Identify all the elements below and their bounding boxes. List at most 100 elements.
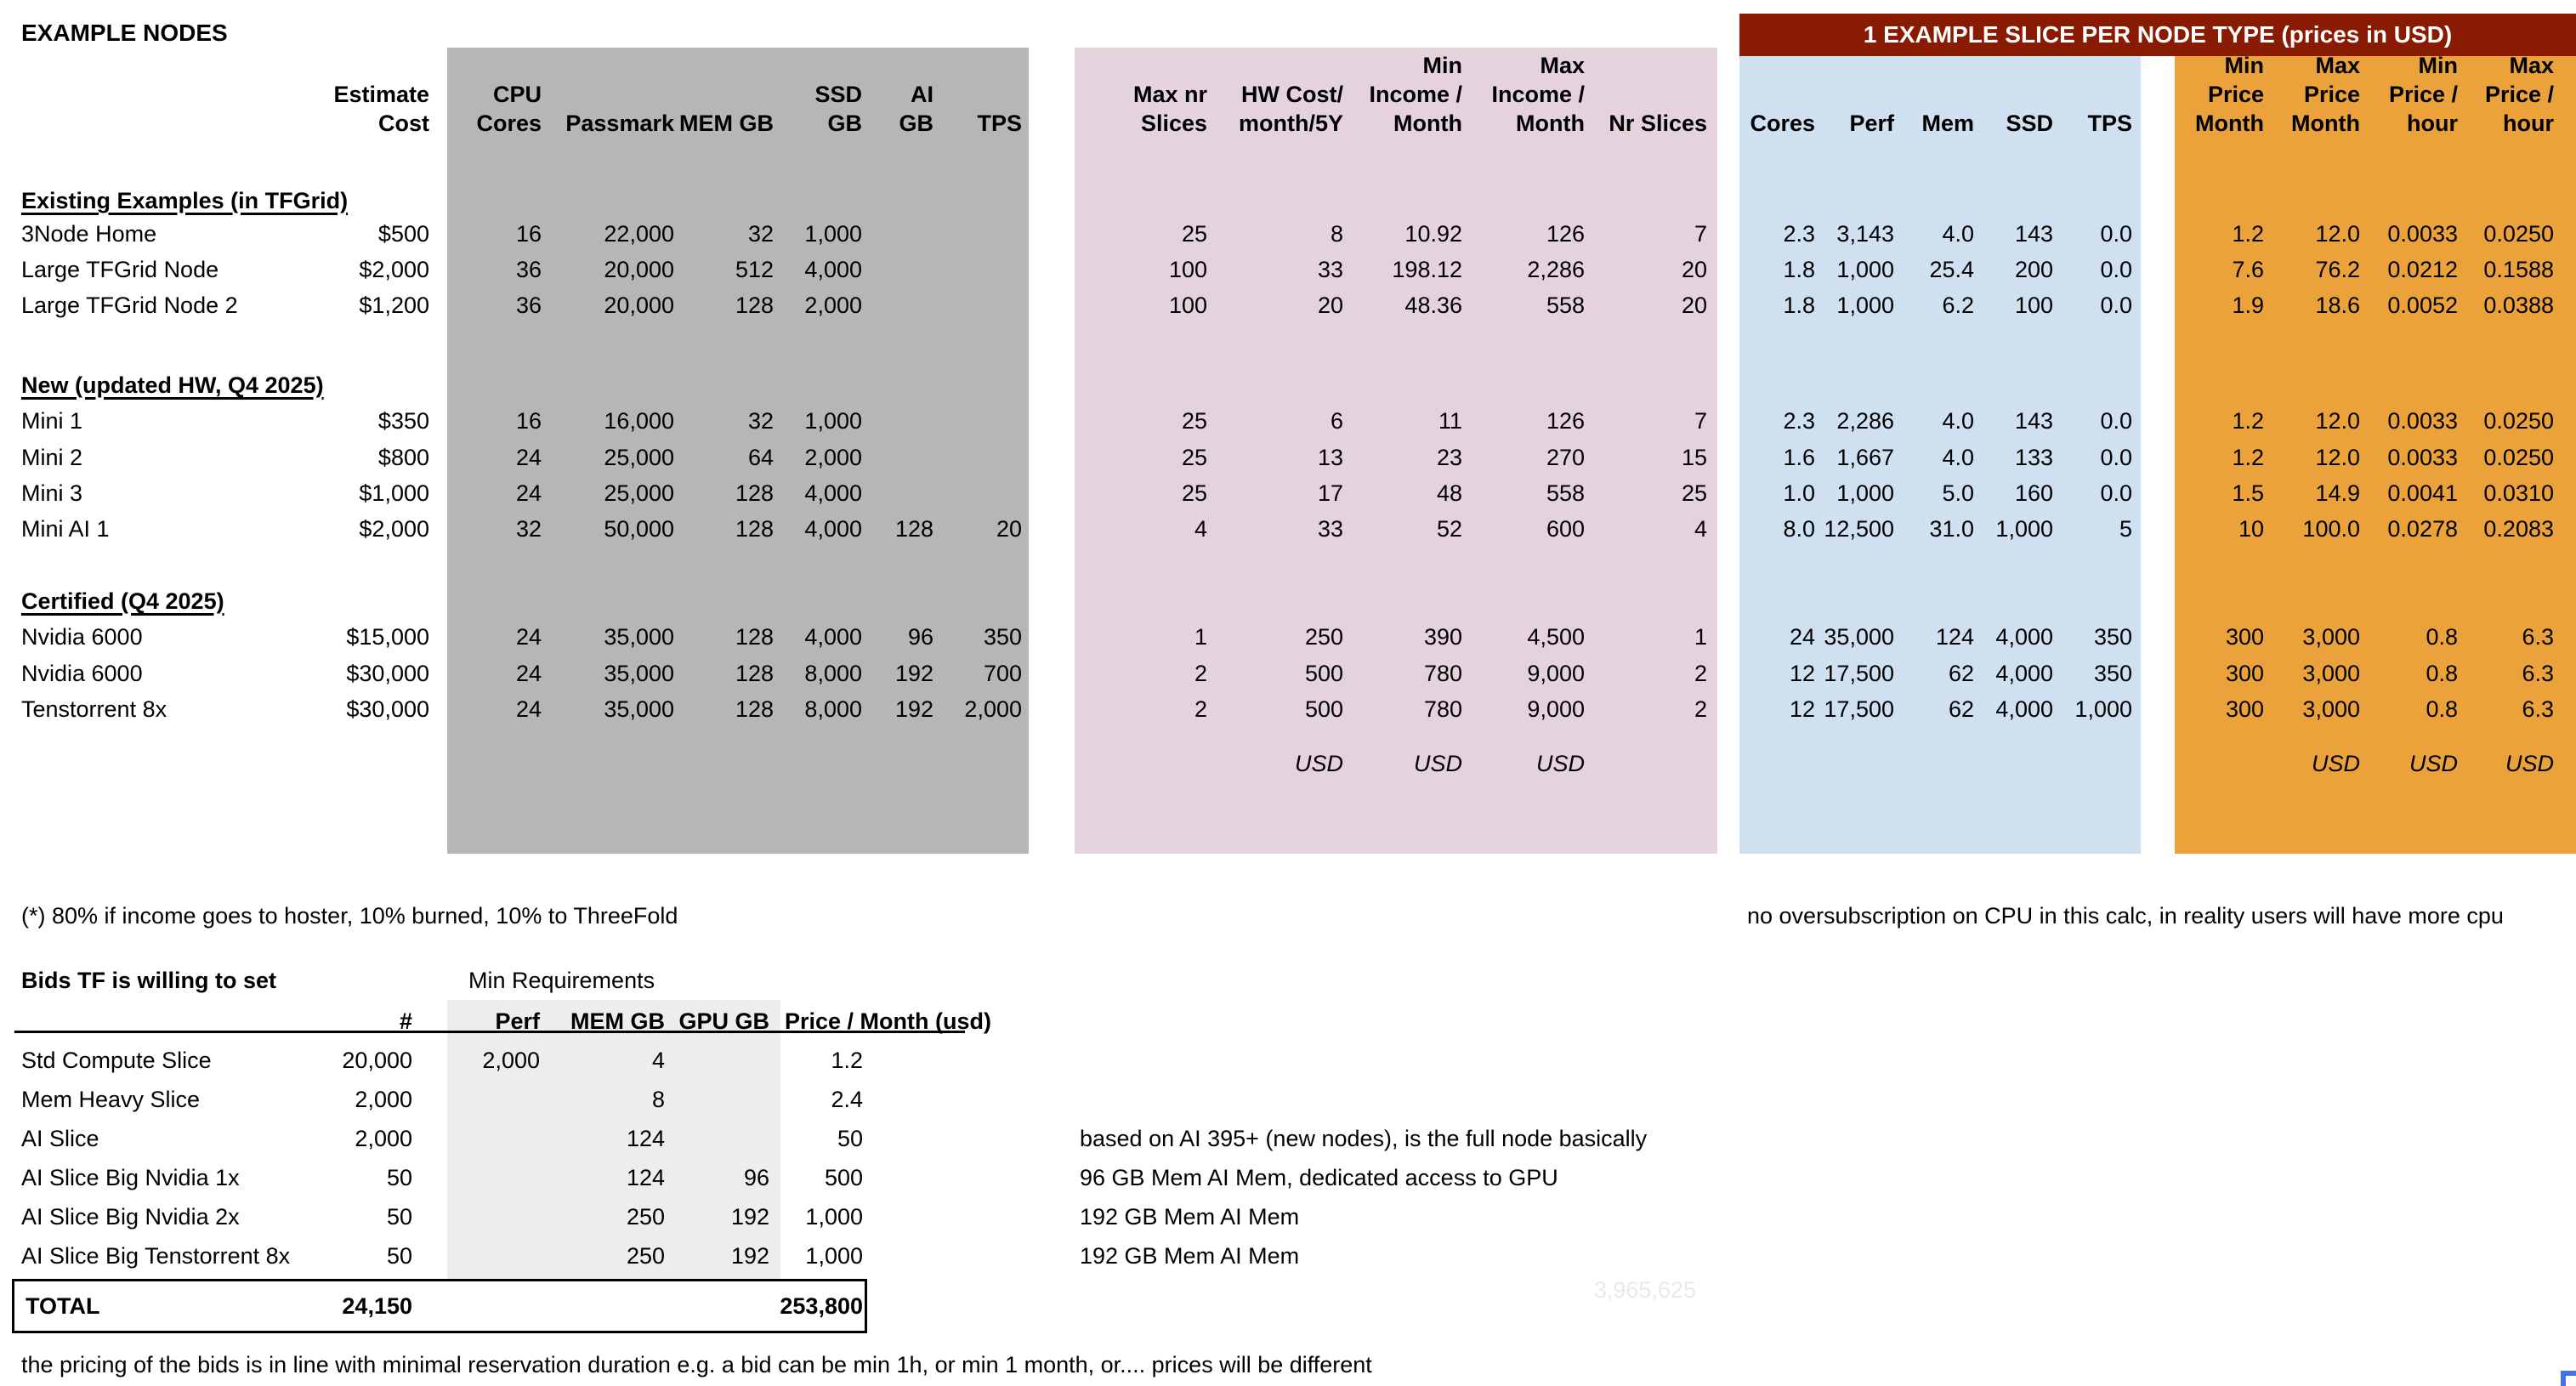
cell[interactable]: 6 [1330,408,1343,434]
cell[interactable]: 9,000 [1527,696,1585,722]
total-count[interactable]: 24,150 [342,1293,412,1319]
cell[interactable]: 3,000 [2302,696,2360,722]
cell[interactable]: 18.6 [2315,293,2360,318]
cell[interactable]: 128 [735,696,774,722]
cell[interactable]: 25,000 [604,445,674,470]
cell[interactable]: 4.0 [1942,445,1974,470]
section-label[interactable]: New (updated HW, Q4 2025) [21,372,324,398]
cell[interactable]: 35,000 [1824,624,1894,650]
cell[interactable]: 17,500 [1824,696,1894,722]
cell[interactable]: 62 [1948,696,1974,722]
cell[interactable]: 300 [2225,661,2264,686]
cell[interactable]: 350 [2093,624,2132,650]
cell[interactable]: 192 [730,1204,769,1230]
column-header[interactable]: # [399,1008,412,1034]
cell[interactable]: 25 [1181,221,1207,247]
cell[interactable]: 4,000 [804,516,862,542]
row-note[interactable]: 96 GB Mem AI Mem, dedicated access to GP… [1080,1165,1558,1190]
ghost-total-value[interactable]: 3,965,625 [1593,1277,1696,1303]
cell[interactable]: 2 [1694,696,1707,722]
cell[interactable]: 1,000 [1836,293,1894,318]
row-label[interactable]: Mini 2 [21,445,83,470]
cell[interactable]: 16,000 [604,408,674,434]
row-label[interactable]: Nvidia 6000 [21,661,143,686]
cell[interactable]: 20,000 [604,293,674,318]
cell[interactable]: 1 [1694,624,1707,650]
cell[interactable]: $1,200 [359,293,429,318]
cell[interactable]: 3,000 [2302,624,2360,650]
cell[interactable]: 36 [515,293,542,318]
column-header[interactable]: CPU Cores [476,82,542,136]
cell[interactable]: 8,000 [804,696,862,722]
row-note[interactable]: based on AI 395+ (new nodes), is the ful… [1080,1126,1648,1151]
row-label[interactable]: Nvidia 6000 [21,624,143,650]
cell[interactable]: 1.2 [2232,221,2264,247]
hoster-split-note[interactable]: (*) 80% if income goes to hoster, 10% bu… [21,903,678,929]
row-label[interactable]: Mini 3 [21,480,83,506]
cell[interactable]: 558 [1546,293,1585,318]
cell[interactable]: 126 [1546,221,1585,247]
cell[interactable]: 25 [1181,408,1207,434]
column-header[interactable]: Perf [495,1008,540,1034]
cell[interactable]: 0.0310 [2483,480,2554,506]
cell[interactable]: 32 [515,516,542,542]
cell[interactable]: 20 [1681,257,1707,282]
cell[interactable]: 20,000 [342,1048,412,1073]
cell[interactable]: 1.5 [2232,480,2264,506]
column-header[interactable]: Passmark [565,111,674,136]
cell[interactable]: 96 [907,624,933,650]
cell[interactable]: 36 [515,257,542,282]
cell[interactable]: 20 [1681,293,1707,318]
cell[interactable]: 6.3 [2522,696,2554,722]
cell[interactable]: 270 [1546,445,1585,470]
cell[interactable]: 0.0052 [2387,293,2458,318]
cell[interactable]: 4,000 [1995,661,2053,686]
cell[interactable]: 128 [735,480,774,506]
cell[interactable]: 0.0250 [2483,408,2554,434]
column-header[interactable]: Estimate Cost [333,82,429,136]
cell[interactable]: 20 [1317,293,1343,318]
cell[interactable]: 1.2 [831,1048,863,1073]
cell[interactable]: 1,000 [804,221,862,247]
cell[interactable]: 300 [2225,696,2264,722]
cell[interactable]: 128 [735,293,774,318]
cell[interactable]: 124 [1935,624,1974,650]
cell[interactable]: 16 [515,221,542,247]
slice-banner[interactable]: 1 EXAMPLE SLICE PER NODE TYPE (prices in… [1739,14,2576,56]
cell[interactable]: 25,000 [604,480,674,506]
cell[interactable]: 24 [515,696,542,722]
cell[interactable]: 192 [730,1243,769,1269]
row-label[interactable]: Large TFGrid Node [21,257,219,282]
column-header[interactable]: TPS [977,111,1022,136]
column-header[interactable]: Cores [1750,111,1815,136]
cell[interactable]: 64 [747,445,774,470]
cell[interactable]: 250 [626,1243,665,1269]
cell[interactable]: 780 [1423,696,1462,722]
cell[interactable]: 100 [1168,257,1207,282]
cell[interactable]: 300 [2225,624,2264,650]
cell[interactable]: 12.0 [2315,221,2360,247]
row-label[interactable]: Mem Heavy Slice [21,1087,201,1112]
cell[interactable]: 22,000 [604,221,674,247]
cell[interactable]: 2,286 [1836,408,1894,434]
cell[interactable]: 12 [1789,696,1815,722]
usd-unit-label[interactable]: USD [1413,751,1462,776]
cell[interactable]: 32 [747,408,774,434]
column-header[interactable]: AI GB [899,82,934,136]
cell[interactable]: 160 [2014,480,2053,506]
cell[interactable]: 23 [1436,445,1462,470]
cell[interactable]: 0.0 [2100,408,2132,434]
cell[interactable]: 500 [1304,696,1343,722]
cell[interactable]: 50,000 [604,516,674,542]
cell[interactable]: 4,000 [1995,696,2053,722]
total-price[interactable]: 253,800 [780,1293,863,1319]
cell[interactable]: 1.8 [1783,257,1815,282]
cell[interactable]: 48 [1436,480,1462,506]
cell[interactable]: 4 [651,1048,665,1073]
cell[interactable]: 96 [743,1165,769,1190]
cell[interactable]: 48.36 [1404,293,1462,318]
cell[interactable]: 2 [1694,661,1707,686]
cell[interactable]: 100 [2014,293,2053,318]
row-label[interactable]: Mini 1 [21,408,83,434]
cell[interactable]: 12,500 [1824,516,1894,542]
